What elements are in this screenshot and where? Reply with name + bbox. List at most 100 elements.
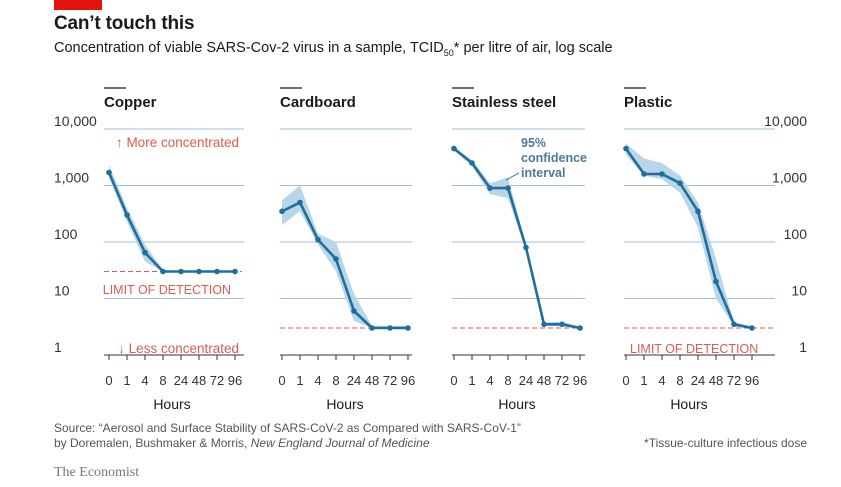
data-point <box>641 171 647 177</box>
subtitle-text-end: * per litre of air, log scale <box>453 40 613 56</box>
y-tick-label-right: 10,000 <box>764 113 807 129</box>
x-tick-label: 72 <box>727 373 741 388</box>
panel-title: Cardboard <box>280 94 356 111</box>
x-tick-label: 0 <box>278 373 285 388</box>
subtitle-subscript: 50 <box>443 47 454 58</box>
data-point <box>369 325 375 331</box>
annotation-pointer <box>505 172 520 181</box>
x-tick-label: 1 <box>296 373 303 388</box>
source-journal: New England Journal of Medicine <box>250 436 430 450</box>
data-point <box>333 256 339 262</box>
economist-logo: The Economist <box>54 465 140 480</box>
x-tick-label: 48 <box>365 373 379 388</box>
subtitle-text: Concentration of viable SARS-Cov-2 virus… <box>54 40 444 56</box>
annotation-more-concentrated: ↑ More concentrated <box>116 135 239 150</box>
data-point <box>731 321 737 328</box>
data-point <box>351 308 357 314</box>
y-tick-label-right: 1 <box>799 339 807 355</box>
series-line <box>107 171 235 273</box>
x-tick-label: 24 <box>519 373 533 388</box>
x-axis-label: Hours <box>670 396 707 412</box>
data-point <box>559 321 565 328</box>
data-point <box>577 325 583 331</box>
data-point <box>749 325 755 331</box>
y-tick-label-left: 1 <box>54 339 62 355</box>
data-point <box>523 244 529 251</box>
panel-title: Plastic <box>624 94 672 111</box>
chart-subtitle: Concentration of viable SARS-Cov-2 virus… <box>54 40 613 58</box>
x-tick-label: 96 <box>573 373 587 388</box>
annotation-confidence-interval: 95% <box>521 136 546 150</box>
data-point <box>106 169 112 176</box>
y-tick-label-right: 10 <box>791 283 807 299</box>
x-tick-label: 8 <box>504 373 511 388</box>
data-point <box>315 236 321 243</box>
data-point <box>124 212 130 218</box>
x-tick-label: 48 <box>192 373 206 388</box>
x-tick-label: 4 <box>141 373 148 388</box>
x-tick-label: 0 <box>105 373 112 388</box>
data-point <box>387 325 393 331</box>
data-point <box>469 160 475 166</box>
y-tick-label-left: 10 <box>54 283 70 299</box>
data-point <box>505 185 511 191</box>
panel-title: Copper <box>104 94 157 111</box>
brand-red-tag <box>54 0 102 10</box>
data-point <box>541 321 547 328</box>
data-point <box>695 208 701 215</box>
x-tick-label: 8 <box>332 373 339 388</box>
x-tick-label: 1 <box>123 373 130 388</box>
y-tick-label-left: 10,000 <box>54 113 97 129</box>
panel-title: Stainless steel <box>452 94 556 111</box>
x-tick-label: 4 <box>314 373 321 388</box>
footnote: *Tissue-culture infectious dose <box>644 436 807 450</box>
data-point <box>451 145 457 152</box>
chart-title: Can’t touch this <box>54 13 195 34</box>
series-line <box>624 147 753 330</box>
y-tick-label-left: 100 <box>54 226 78 242</box>
data-point <box>178 268 184 275</box>
source-line-2: by Doremalen, Bushmaker & Morris, New En… <box>54 436 521 451</box>
annotation-limit-of-detection: LIMIT OF DETECTION <box>103 283 231 297</box>
annotation-confidence-interval: interval <box>521 166 565 180</box>
y-tick-label-right: 1,000 <box>772 170 807 186</box>
x-tick-label: 8 <box>159 373 166 388</box>
data-point <box>214 268 220 275</box>
y-tick-label-left: 1,000 <box>54 170 89 186</box>
data-point <box>405 325 411 331</box>
data-point <box>297 199 303 206</box>
x-tick-label: 4 <box>658 373 665 388</box>
x-axis-label: Hours <box>498 396 535 412</box>
x-tick-label: 0 <box>622 373 629 388</box>
source-authors: by Doremalen, Bushmaker & Morris, <box>54 436 251 450</box>
data-point <box>677 180 683 186</box>
data-point <box>142 249 148 256</box>
annotation-confidence-interval: confidence <box>521 151 587 165</box>
data-point <box>232 268 238 275</box>
data-point <box>279 208 285 215</box>
data-point <box>196 268 202 275</box>
x-tick-label: 72 <box>383 373 397 388</box>
x-tick-label: 72 <box>210 373 224 388</box>
x-tick-label: 48 <box>537 373 551 388</box>
x-tick-label: 1 <box>640 373 647 388</box>
x-tick-label: 96 <box>228 373 242 388</box>
annotation-less-concentrated: ↓ Less concentrated <box>118 341 239 356</box>
x-axis-label: Hours <box>153 396 190 412</box>
series-line <box>453 147 581 330</box>
annotation-limit-of-detection: LIMIT OF DETECTION <box>630 342 758 356</box>
source-line-1: Source: “Aerosol and Surface Stability o… <box>54 421 521 435</box>
data-point <box>623 145 629 152</box>
x-tick-label: 0 <box>450 373 457 388</box>
x-tick-label: 24 <box>347 373 361 388</box>
confidence-band <box>626 143 752 328</box>
x-tick-label: 24 <box>174 373 188 388</box>
x-tick-label: 8 <box>676 373 683 388</box>
series-line <box>281 201 408 330</box>
x-tick-label: 96 <box>745 373 759 388</box>
